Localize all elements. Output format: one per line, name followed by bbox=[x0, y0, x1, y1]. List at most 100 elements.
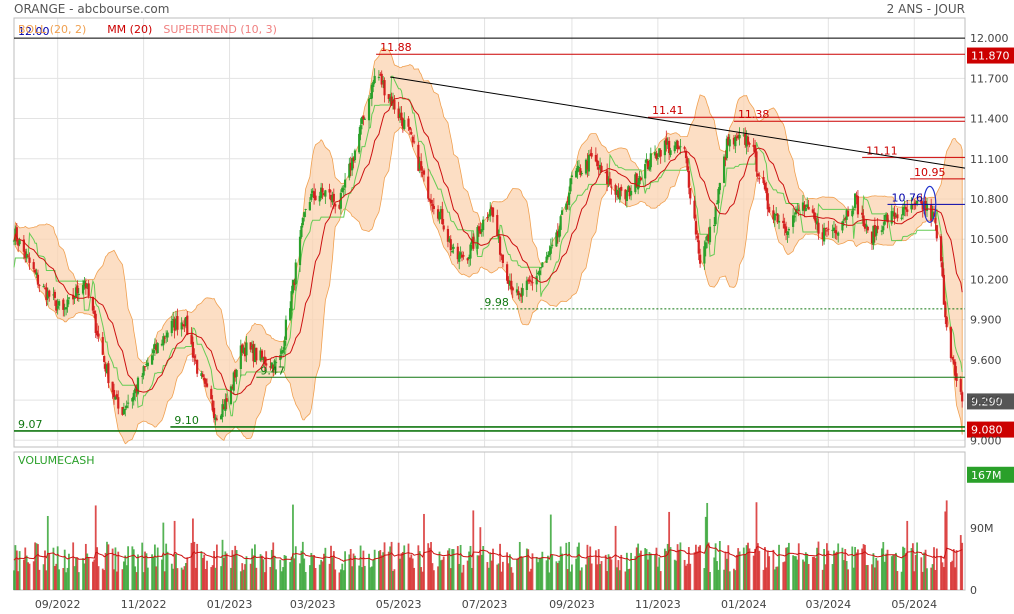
volume-bar bbox=[301, 541, 304, 590]
volume-bar bbox=[913, 571, 916, 590]
volume-bar bbox=[834, 552, 837, 590]
candle-body bbox=[321, 188, 324, 193]
candle-body bbox=[380, 73, 383, 85]
candle-body bbox=[97, 333, 100, 337]
candle-body bbox=[93, 310, 96, 315]
volume-bar bbox=[456, 546, 459, 590]
period-label[interactable]: 2 ANS - JOUR bbox=[886, 2, 965, 16]
volume-bar bbox=[63, 549, 66, 590]
candle-body bbox=[153, 343, 156, 350]
candle-body bbox=[369, 98, 372, 100]
legend-entry[interactable]: SUPERTREND (10, 3) bbox=[163, 23, 277, 36]
candle-body bbox=[22, 239, 25, 252]
candle-body bbox=[627, 186, 630, 192]
candle-body bbox=[172, 318, 175, 321]
candle-body bbox=[121, 406, 124, 415]
candle-body bbox=[765, 187, 768, 194]
volume-bar bbox=[814, 558, 817, 590]
candle-body bbox=[370, 84, 373, 99]
candle-body bbox=[772, 210, 775, 220]
moving-average-line bbox=[13, 97, 963, 396]
candle-body bbox=[446, 229, 450, 242]
volume-bar bbox=[230, 567, 232, 590]
volume-bar bbox=[289, 562, 292, 590]
volume-bar bbox=[132, 549, 135, 590]
candle-body bbox=[735, 136, 738, 138]
volume-bar bbox=[27, 562, 29, 590]
volume-bar bbox=[686, 563, 689, 590]
candle-body bbox=[738, 135, 741, 139]
volume-bar bbox=[571, 564, 573, 590]
candle-body bbox=[91, 297, 94, 311]
candle-body bbox=[737, 135, 740, 139]
volume-bar bbox=[744, 554, 747, 590]
candle-body bbox=[259, 350, 262, 361]
volume-bar bbox=[772, 549, 775, 590]
candle-body bbox=[186, 315, 189, 335]
candle-body bbox=[794, 209, 798, 215]
legend-entry[interactable]: MM (20) bbox=[107, 23, 152, 36]
candle-body bbox=[332, 193, 335, 202]
candle-body bbox=[135, 388, 138, 392]
volume-bar bbox=[314, 568, 317, 590]
volume-bar bbox=[421, 571, 424, 590]
candle-body bbox=[363, 118, 366, 120]
candle-body bbox=[359, 125, 362, 135]
candle-body bbox=[201, 374, 204, 378]
volume-bar bbox=[214, 567, 217, 590]
volume-bar bbox=[124, 555, 127, 590]
volume-bar bbox=[87, 557, 90, 590]
volume-bar bbox=[48, 553, 51, 590]
candle-body bbox=[783, 223, 786, 229]
volume-bar bbox=[94, 505, 97, 590]
volume-bar bbox=[141, 542, 144, 590]
candle-body bbox=[607, 178, 610, 182]
candle-body bbox=[212, 407, 216, 419]
candle-body bbox=[338, 204, 341, 209]
candle-body bbox=[508, 280, 512, 286]
volume-bar bbox=[93, 559, 96, 590]
candle-body bbox=[45, 287, 48, 301]
volume-bar bbox=[873, 567, 876, 590]
volume-bar bbox=[447, 550, 449, 590]
candle-body bbox=[606, 170, 609, 185]
candle-body bbox=[517, 290, 520, 296]
candle-body bbox=[914, 202, 917, 205]
volume-bar bbox=[91, 561, 94, 590]
candle-body bbox=[170, 320, 173, 334]
volume-bar bbox=[363, 565, 366, 590]
volume-bar bbox=[175, 554, 177, 590]
volume-bar bbox=[224, 551, 227, 590]
volume-bar bbox=[924, 549, 927, 590]
volume-bar bbox=[852, 567, 855, 590]
volume-bar bbox=[683, 559, 686, 590]
candle-body bbox=[768, 206, 771, 213]
volume-bar bbox=[762, 569, 765, 590]
volume-bar bbox=[530, 568, 532, 590]
volume-bar bbox=[556, 563, 559, 590]
volume-bar bbox=[382, 552, 385, 590]
candle-body bbox=[477, 226, 481, 231]
candle-body bbox=[715, 203, 719, 205]
volume-bar bbox=[339, 569, 342, 590]
candle-body bbox=[614, 185, 617, 195]
volume-bar bbox=[835, 551, 838, 590]
candle-body bbox=[699, 254, 702, 264]
candle-body bbox=[528, 279, 531, 282]
volume-bar bbox=[600, 561, 603, 590]
candle-body bbox=[117, 397, 120, 409]
volume-bar bbox=[439, 560, 442, 590]
candle-body bbox=[704, 242, 707, 249]
candle-body bbox=[262, 356, 265, 361]
candle-body bbox=[331, 195, 334, 203]
legend-entry[interactable]: BOLL (20, 2) bbox=[18, 23, 86, 36]
volume-bar bbox=[528, 571, 531, 590]
volume-bar bbox=[525, 548, 528, 590]
candle-body bbox=[174, 318, 178, 330]
volume-bar bbox=[697, 546, 700, 590]
volume-bar bbox=[545, 560, 548, 590]
candle-body bbox=[393, 99, 396, 110]
candle-body bbox=[803, 204, 806, 210]
volume-tick-label: 0 bbox=[970, 584, 977, 597]
volume-bar bbox=[459, 544, 462, 590]
